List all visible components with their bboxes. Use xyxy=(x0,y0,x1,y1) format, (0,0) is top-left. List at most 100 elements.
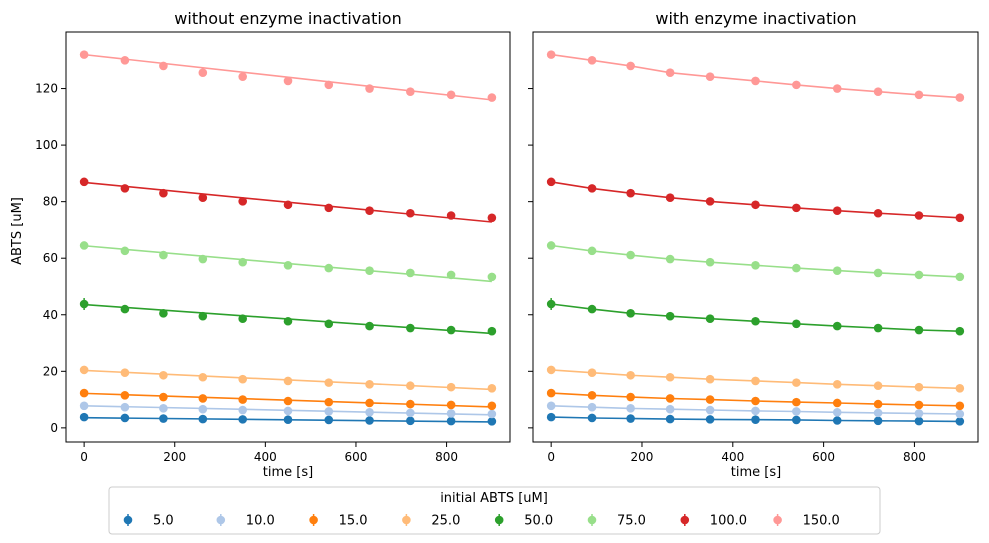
x-tick-label: 0 xyxy=(80,450,88,464)
legend-entry-100.0: 100.0 xyxy=(680,514,747,529)
data-point xyxy=(324,319,334,329)
x-tick-label: 200 xyxy=(631,450,654,464)
data-point xyxy=(365,408,374,417)
data-point xyxy=(626,61,635,71)
data-point xyxy=(873,399,883,409)
legend-title: initial ABTS [uM] xyxy=(440,491,548,506)
data-point xyxy=(546,177,556,187)
data-point xyxy=(324,80,334,90)
fit-line xyxy=(551,53,960,99)
data-point xyxy=(873,323,883,333)
data-point xyxy=(198,372,208,382)
y-tick-label: 60 xyxy=(43,251,58,265)
data-point xyxy=(487,93,497,102)
data-point xyxy=(751,376,760,386)
data-point xyxy=(487,383,497,393)
y-tick-label: 20 xyxy=(43,364,58,378)
data-point xyxy=(792,415,801,425)
legend-label: 25.0 xyxy=(431,514,460,529)
data-point xyxy=(283,76,293,86)
data-point xyxy=(120,368,130,378)
data-point xyxy=(446,90,456,100)
data-point xyxy=(365,84,374,93)
x-axis-label-right: time [s] xyxy=(731,465,781,480)
data-point xyxy=(873,87,883,96)
data-point xyxy=(198,68,208,78)
data-point xyxy=(705,257,715,267)
axes-frame xyxy=(65,31,511,443)
data-point xyxy=(873,416,883,426)
data-point xyxy=(487,213,497,223)
data-point xyxy=(705,395,715,404)
series-150.0 xyxy=(79,50,497,102)
data-point xyxy=(665,372,675,382)
data-point xyxy=(955,213,965,223)
x-tick-label: 800 xyxy=(903,450,926,464)
data-point xyxy=(626,188,635,198)
legend-entry-10.0: 10.0 xyxy=(216,514,275,529)
data-point xyxy=(198,414,208,424)
legend-marker-icon xyxy=(587,515,597,525)
data-point xyxy=(487,409,497,419)
data-point xyxy=(705,374,715,384)
data-point xyxy=(587,368,597,378)
data-point xyxy=(324,378,334,387)
data-point xyxy=(665,254,675,264)
data-point xyxy=(283,376,293,386)
data-point xyxy=(446,325,456,335)
data-point xyxy=(159,414,168,423)
legend-marker-icon xyxy=(123,515,133,525)
legend-marker-icon xyxy=(494,515,504,525)
data-point xyxy=(406,408,415,418)
series-50.0 xyxy=(546,298,965,336)
x-tick-label: 400 xyxy=(721,450,744,464)
data-point xyxy=(587,304,597,314)
data-point xyxy=(324,263,334,273)
data-point xyxy=(626,250,635,260)
data-point xyxy=(446,211,456,220)
y-axis-label: ABTS [uM] xyxy=(10,197,25,265)
data-point xyxy=(198,404,208,414)
data-point xyxy=(120,55,130,65)
data-point xyxy=(546,50,556,59)
plot-area-left: 0 200 400 600 800 0 20 40 60 80 100 120 xyxy=(35,31,511,464)
data-point xyxy=(238,257,247,267)
data-point xyxy=(283,200,293,210)
data-point xyxy=(792,397,801,407)
data-point xyxy=(324,415,334,425)
data-point xyxy=(159,188,168,198)
data-point xyxy=(446,400,456,410)
data-point xyxy=(587,391,597,400)
data-point xyxy=(792,319,801,329)
y-tick-label: 120 xyxy=(35,82,58,96)
data-point xyxy=(198,394,208,403)
data-point xyxy=(365,266,374,275)
data-point xyxy=(792,203,801,213)
data-point xyxy=(446,382,456,392)
data-point xyxy=(832,206,842,216)
data-point xyxy=(832,408,842,417)
data-point xyxy=(705,72,715,81)
series-100.0 xyxy=(546,177,965,223)
data-point xyxy=(79,299,89,309)
data-point xyxy=(626,404,635,413)
axes-frame xyxy=(532,31,979,443)
data-point xyxy=(238,415,247,424)
data-point xyxy=(751,200,760,210)
data-point xyxy=(446,416,456,426)
data-point xyxy=(198,193,208,202)
panel-without-inactivation: without enzyme inactivation time [s] ABT… xyxy=(10,9,511,480)
data-point xyxy=(792,263,801,273)
data-point xyxy=(283,316,293,326)
data-point xyxy=(832,321,842,331)
series-150.0 xyxy=(546,50,965,102)
data-point xyxy=(914,270,924,280)
legend-label: 75.0 xyxy=(617,514,646,529)
data-point xyxy=(283,406,293,416)
data-point xyxy=(238,374,247,384)
data-point xyxy=(955,417,965,426)
data-point xyxy=(159,309,168,318)
data-point xyxy=(914,416,924,426)
data-point xyxy=(238,197,247,206)
